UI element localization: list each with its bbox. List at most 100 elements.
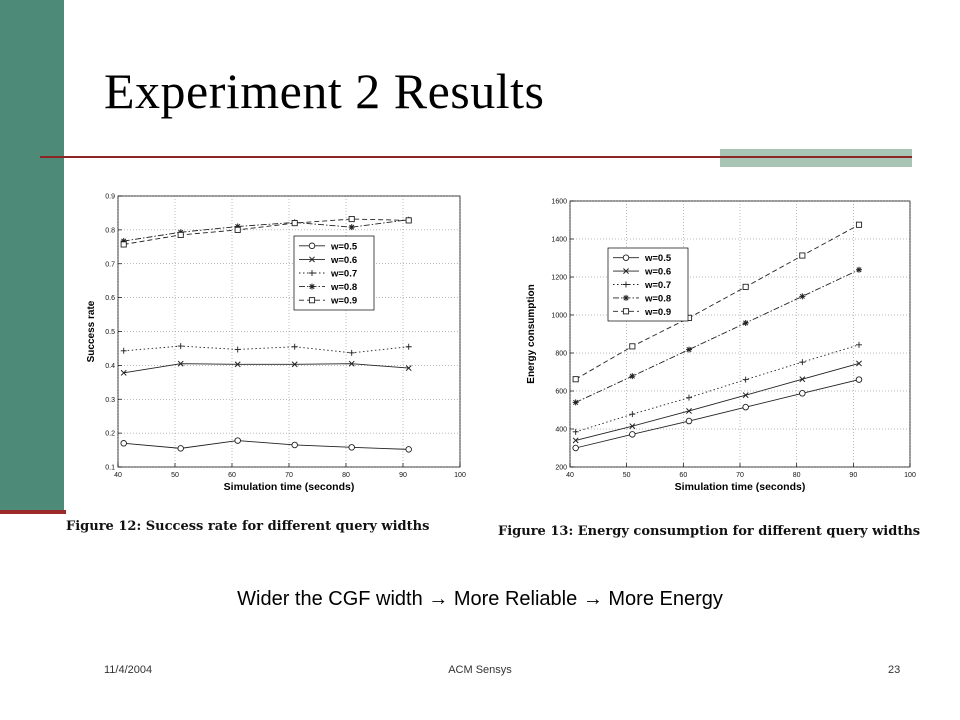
data-point xyxy=(405,217,412,224)
data-point xyxy=(629,423,636,430)
legend-label: w=0.8 xyxy=(330,282,357,293)
x-tick-label: 60 xyxy=(228,472,236,479)
legend-marker xyxy=(308,297,316,304)
data-point xyxy=(799,376,806,383)
legend-label: w=0.9 xyxy=(330,296,357,307)
data-point xyxy=(291,220,298,227)
data-point xyxy=(405,365,412,372)
y-tick-label: 0.3 xyxy=(105,397,115,404)
data-point xyxy=(799,252,806,259)
data-point xyxy=(629,343,636,350)
series-line xyxy=(123,219,409,242)
y-tick-label: 1600 xyxy=(551,199,567,206)
data-point xyxy=(686,346,692,353)
y-tick-label: 0.7 xyxy=(105,261,115,268)
data-point xyxy=(120,238,127,245)
x-tick-label: 40 xyxy=(566,472,574,479)
series-line xyxy=(575,224,860,380)
series-line xyxy=(575,363,860,441)
data-point xyxy=(348,360,355,367)
slide-title: Experiment 2 Results xyxy=(104,63,545,119)
data-point xyxy=(629,373,636,380)
y-axis-label: Energy consumption xyxy=(526,284,537,383)
data-point xyxy=(348,444,355,451)
legend-marker xyxy=(309,283,315,290)
legend-marker xyxy=(623,294,629,301)
y-tick-label: 200 xyxy=(555,465,567,472)
series-line xyxy=(123,363,409,374)
y-tick-label: 0.9 xyxy=(105,194,115,201)
footer-center-text: ACM Sensys xyxy=(448,664,512,676)
left-bar-bottom-edge xyxy=(0,510,66,514)
footer-page-number: 23 xyxy=(888,664,901,676)
data-point xyxy=(120,369,127,376)
y-axis-label: Success rate xyxy=(86,300,97,362)
data-point xyxy=(405,446,412,453)
data-point xyxy=(572,437,579,444)
data-point xyxy=(629,431,636,438)
legend-marker xyxy=(309,270,315,276)
series-line xyxy=(575,379,860,449)
x-tick-label: 50 xyxy=(171,472,179,479)
data-point xyxy=(856,266,862,273)
data-point xyxy=(855,221,863,228)
data-point xyxy=(348,224,355,231)
legend-marker xyxy=(622,308,630,315)
data-point xyxy=(177,445,184,452)
y-tick-label: 0.1 xyxy=(105,465,115,472)
legend-marker xyxy=(623,281,629,288)
data-point xyxy=(177,343,184,350)
legend-marker xyxy=(308,242,316,250)
x-tick-label: 40 xyxy=(114,472,122,479)
title-accent-block xyxy=(720,149,912,167)
data-point xyxy=(742,319,749,326)
footer-date: 11/4/2004 xyxy=(104,664,153,676)
series-line xyxy=(123,218,409,245)
data-point xyxy=(234,223,241,230)
data-point xyxy=(234,226,241,233)
x-tick-label: 90 xyxy=(849,472,857,479)
y-tick-label: 1400 xyxy=(551,237,567,244)
legend-label: w=0.9 xyxy=(644,307,671,318)
legend-label: w=0.5 xyxy=(330,241,358,252)
legend-label: w=0.5 xyxy=(644,253,672,264)
data-point xyxy=(799,359,806,366)
x-axis-label: Simulation time (seconds) xyxy=(224,481,355,493)
data-point xyxy=(234,346,241,353)
figure-12-caption: Figure 12: Success rate for different qu… xyxy=(66,519,430,534)
x-axis-label: Simulation time (seconds) xyxy=(675,481,806,493)
y-tick-label: 800 xyxy=(555,351,567,358)
y-tick-label: 0.4 xyxy=(105,363,115,370)
data-point xyxy=(629,411,636,418)
legend-label: w=0.8 xyxy=(644,293,671,304)
y-tick-label: 1000 xyxy=(551,313,567,320)
legend-label: w=0.7 xyxy=(644,280,671,291)
series-line xyxy=(123,440,409,450)
data-point xyxy=(572,399,579,406)
x-tick-label: 80 xyxy=(342,472,350,479)
figure-13-caption: Figure 13: Energy consumption for differ… xyxy=(498,524,921,539)
legend-marker xyxy=(309,256,315,263)
series-line xyxy=(575,344,860,433)
data-point xyxy=(742,403,749,411)
data-point xyxy=(856,360,862,367)
y-tick-label: 0.6 xyxy=(105,295,115,302)
data-point xyxy=(799,293,806,300)
summary-part-3: More Energy xyxy=(608,588,723,610)
data-point xyxy=(177,360,184,367)
summary-part-1: Wider the CGF width xyxy=(237,588,423,610)
data-point xyxy=(348,215,355,223)
x-tick-label: 80 xyxy=(793,472,801,479)
success-rate-chart: 40 50 60 70 80 90 100 0.1 0.2 0.3 0.4 0.5 0.6 0.7 0.8 0… xyxy=(86,194,466,494)
data-point xyxy=(799,390,806,397)
x-tick-label: 100 xyxy=(454,472,466,479)
data-point xyxy=(120,440,127,447)
legend-label: w=0.6 xyxy=(644,267,671,278)
left-accent-bar xyxy=(0,0,64,514)
data-point xyxy=(348,349,355,356)
data-point xyxy=(405,343,412,350)
data-point xyxy=(686,394,692,401)
data-point xyxy=(742,392,749,399)
x-tick-label: 70 xyxy=(736,472,744,479)
right-arrow-icon: → xyxy=(428,588,449,610)
